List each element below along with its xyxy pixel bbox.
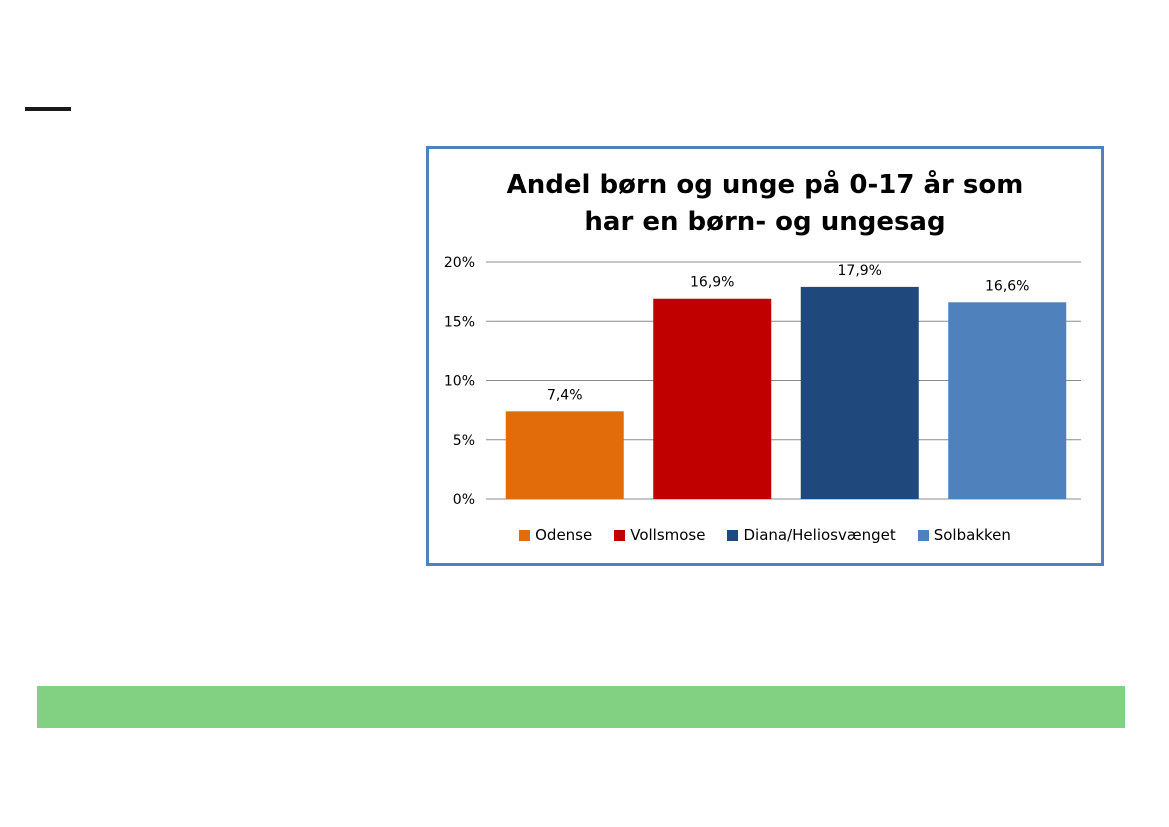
chart-title: Andel børn og unge på 0-17 år som har en…	[429, 167, 1101, 241]
chart-legend: Odense Vollsmose Diana/Heliosvænget Solbakk…	[429, 526, 1101, 544]
legend-label: Solbakken	[933, 526, 1011, 544]
legend-label: Diana/Heliosvænget	[743, 526, 896, 544]
bar-chart-plot: 0% 5% 10% 15% 20% 7,4% 16,9% 17,9% 16,6%	[444, 255, 1081, 508]
y-tick-label: 10%	[444, 374, 475, 390]
chart-frame: Andel børn og unge på 0-17 år som har en…	[426, 146, 1104, 566]
legend-item: Odense	[519, 526, 592, 544]
legend-label: Vollsmose	[630, 526, 706, 544]
legend-item: Vollsmose	[614, 526, 705, 544]
legend-swatch	[614, 529, 626, 541]
y-tick-label: 15%	[444, 314, 475, 330]
bar-diana-heliosvænget	[800, 286, 919, 499]
legend-swatch	[727, 529, 739, 541]
legend-item: Solbakken	[917, 526, 1011, 544]
legend-label: Odense	[535, 526, 593, 544]
bar-odense	[505, 411, 624, 499]
data-label: 16,6%	[985, 278, 1029, 294]
data-label: 7,4%	[547, 387, 583, 403]
chart-title-line-2: har en børn- og ungesag	[584, 207, 946, 237]
y-tick-label: 5%	[453, 433, 475, 449]
data-label: 16,9%	[690, 275, 734, 291]
y-tick-label: 20%	[444, 255, 475, 271]
chart-title-line-1: Andel børn og unge på 0-17 år som	[506, 170, 1024, 200]
legend-item: Diana/Heliosvænget	[727, 526, 896, 544]
header-dash	[25, 107, 71, 111]
green-footer-band	[37, 686, 1125, 728]
bar-solbakken	[948, 302, 1067, 499]
data-label: 17,9%	[838, 263, 882, 279]
bar-vollsmose	[653, 298, 772, 499]
legend-swatch	[917, 529, 929, 541]
y-tick-label: 0%	[453, 492, 475, 508]
legend-swatch	[519, 529, 531, 541]
